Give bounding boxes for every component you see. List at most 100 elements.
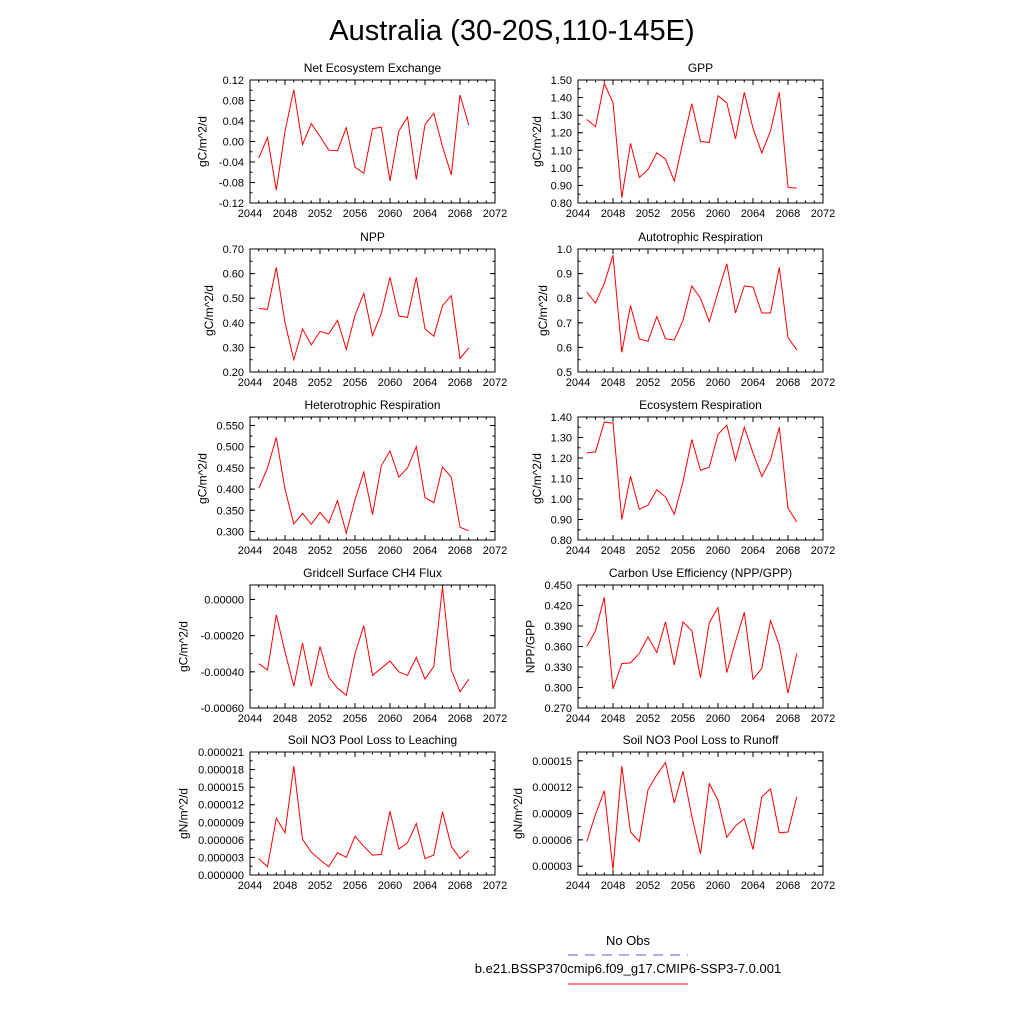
series-line — [587, 84, 797, 198]
y-tick-label: 0.550 — [216, 420, 244, 432]
y-tick-label: 0.360 — [544, 642, 572, 654]
y-tick-label: 0.00015 — [532, 756, 572, 768]
plot-frame — [250, 249, 495, 372]
chart-panel: Net Ecosystem Exchange2044 2048 2052 2056 20… — [196, 61, 508, 220]
x-tick-label: 2072 — [483, 545, 507, 557]
y-tick-label: -0.00020 — [201, 631, 244, 643]
x-tick-label: 2072 — [811, 880, 835, 892]
y-tick-label: 1.40 — [551, 412, 572, 424]
chart-panel: Heterotrophic Respiration 2044 2048 2052 205… — [196, 398, 508, 557]
x-tick-label: 2072 — [483, 208, 507, 220]
chart-title: Autotrophic Respiration — [638, 230, 763, 244]
legend: No Obs b.e21.BSSP370cmip6.f09_g17.CMIP6-… — [475, 933, 781, 984]
x-tick-label: 2056 — [671, 545, 695, 557]
x-tick-label: 2064 — [413, 545, 437, 557]
y-axis-label: gN/m^2/d — [177, 788, 191, 839]
chart-title: NPP — [360, 230, 385, 244]
y-tick-label: -0.00060 — [201, 703, 244, 715]
x-tick-label: 2052 — [636, 880, 660, 892]
y-tick-label: 0.00 — [223, 137, 244, 149]
y-tick-label: -0.04 — [219, 157, 244, 169]
y-axis-label: gC/m^2/d — [536, 285, 550, 336]
x-tick-label: 2072 — [811, 545, 835, 557]
y-tick-label: 1.50 — [551, 75, 572, 87]
y-tick-label: 0.500 — [216, 442, 244, 454]
x-tick-label: 2064 — [413, 713, 437, 725]
y-tick-label: 0.420 — [544, 601, 572, 613]
x-tick-label: 2052 — [636, 208, 660, 220]
y-tick-label: 0.90 — [551, 515, 572, 527]
y-tick-label: 0.20 — [223, 367, 244, 379]
x-tick-label: 2064 — [741, 545, 765, 557]
chart-title: Net Ecosystem Exchange — [304, 61, 442, 75]
x-tick-label: 2048 — [273, 377, 297, 389]
y-tick-label: 0.80 — [551, 198, 572, 210]
y-tick-label: 0.40 — [223, 318, 244, 330]
y-tick-label: 0.30 — [223, 342, 244, 354]
y-tick-label: 0.00003 — [532, 861, 572, 873]
x-tick-label: 2056 — [343, 713, 367, 725]
x-tick-label: 2072 — [811, 377, 835, 389]
y-tick-label: 0.300 — [544, 683, 572, 695]
y-tick-label: 0.000000 — [198, 870, 244, 882]
y-axis-label: gC/m^2/d — [530, 453, 544, 504]
x-tick-label: 2056 — [343, 880, 367, 892]
x-tick-label: 2068 — [776, 377, 800, 389]
x-tick-label: 2072 — [483, 377, 507, 389]
y-axis-label: gN/m^2/d — [511, 788, 525, 839]
y-tick-label: 0.350 — [216, 505, 244, 517]
y-axis-label: NPP/GPP — [524, 620, 538, 673]
y-tick-label: 0.08 — [223, 96, 244, 108]
x-tick-label: 2052 — [636, 713, 660, 725]
x-tick-label: 2052 — [636, 545, 660, 557]
x-tick-label: 2048 — [273, 545, 297, 557]
x-tick-label: 2060 — [378, 545, 402, 557]
x-tick-label: 2072 — [483, 880, 507, 892]
y-tick-label: 0.6 — [557, 342, 572, 354]
y-tick-label: 0.000021 — [198, 747, 244, 759]
x-tick-label: 2044 — [238, 545, 262, 557]
x-tick-label: 2064 — [741, 377, 765, 389]
y-tick-label: -0.00040 — [201, 667, 244, 679]
series-line — [259, 766, 469, 867]
x-tick-label: 2060 — [706, 377, 730, 389]
x-tick-label: 2060 — [706, 713, 730, 725]
series-line — [587, 763, 797, 870]
x-tick-label: 2056 — [671, 713, 695, 725]
y-tick-label: 0.7 — [557, 318, 572, 330]
y-tick-label: 0.450 — [216, 463, 244, 475]
x-tick-label: 2064 — [413, 208, 437, 220]
y-tick-label: 0.000018 — [198, 765, 244, 777]
chart-title: GPP — [688, 61, 713, 75]
x-tick-label: 2056 — [671, 880, 695, 892]
y-tick-label: 0.00006 — [532, 835, 572, 847]
chart-panel: Gridcell Surface CH4 Flux 2044 2048 2052 205… — [177, 566, 508, 725]
y-tick-label: -0.08 — [219, 178, 244, 190]
chart-panel: NPP 2044 2048 2052 2056 2060 2064 2068 2072 0.20 0… — [202, 230, 507, 389]
page-title: Australia (30-20S,110-145E) — [329, 15, 694, 47]
y-tick-label: 0.270 — [544, 703, 572, 715]
chart-title: Soil NO3 Pool Loss to Leaching — [288, 733, 457, 747]
x-tick-label: 2048 — [273, 713, 297, 725]
y-tick-label: 1.20 — [551, 453, 572, 465]
y-tick-label: 0.60 — [223, 269, 244, 281]
x-tick-label: 2068 — [448, 377, 472, 389]
y-tick-label: 0.80 — [551, 535, 572, 547]
y-tick-label: 0.000012 — [198, 800, 244, 812]
x-tick-label: 2048 — [601, 208, 625, 220]
y-axis-label: gC/m^2/d — [202, 285, 216, 336]
y-tick-label: 1.40 — [551, 93, 572, 105]
y-axis-label: gC/m^2/d — [177, 621, 191, 672]
y-tick-label: 1.00 — [551, 494, 572, 506]
y-tick-label: 0.000009 — [198, 817, 244, 829]
y-tick-label: 0.50 — [223, 293, 244, 305]
x-tick-label: 2052 — [636, 377, 660, 389]
series-line — [587, 422, 797, 522]
y-tick-label: -0.12 — [219, 198, 244, 210]
plot-frame — [578, 417, 823, 540]
x-tick-label: 2052 — [308, 880, 332, 892]
x-tick-label: 2060 — [706, 880, 730, 892]
y-tick-label: 0.000015 — [198, 782, 244, 794]
x-tick-label: 2052 — [308, 208, 332, 220]
y-tick-label: 0.300 — [216, 527, 244, 539]
